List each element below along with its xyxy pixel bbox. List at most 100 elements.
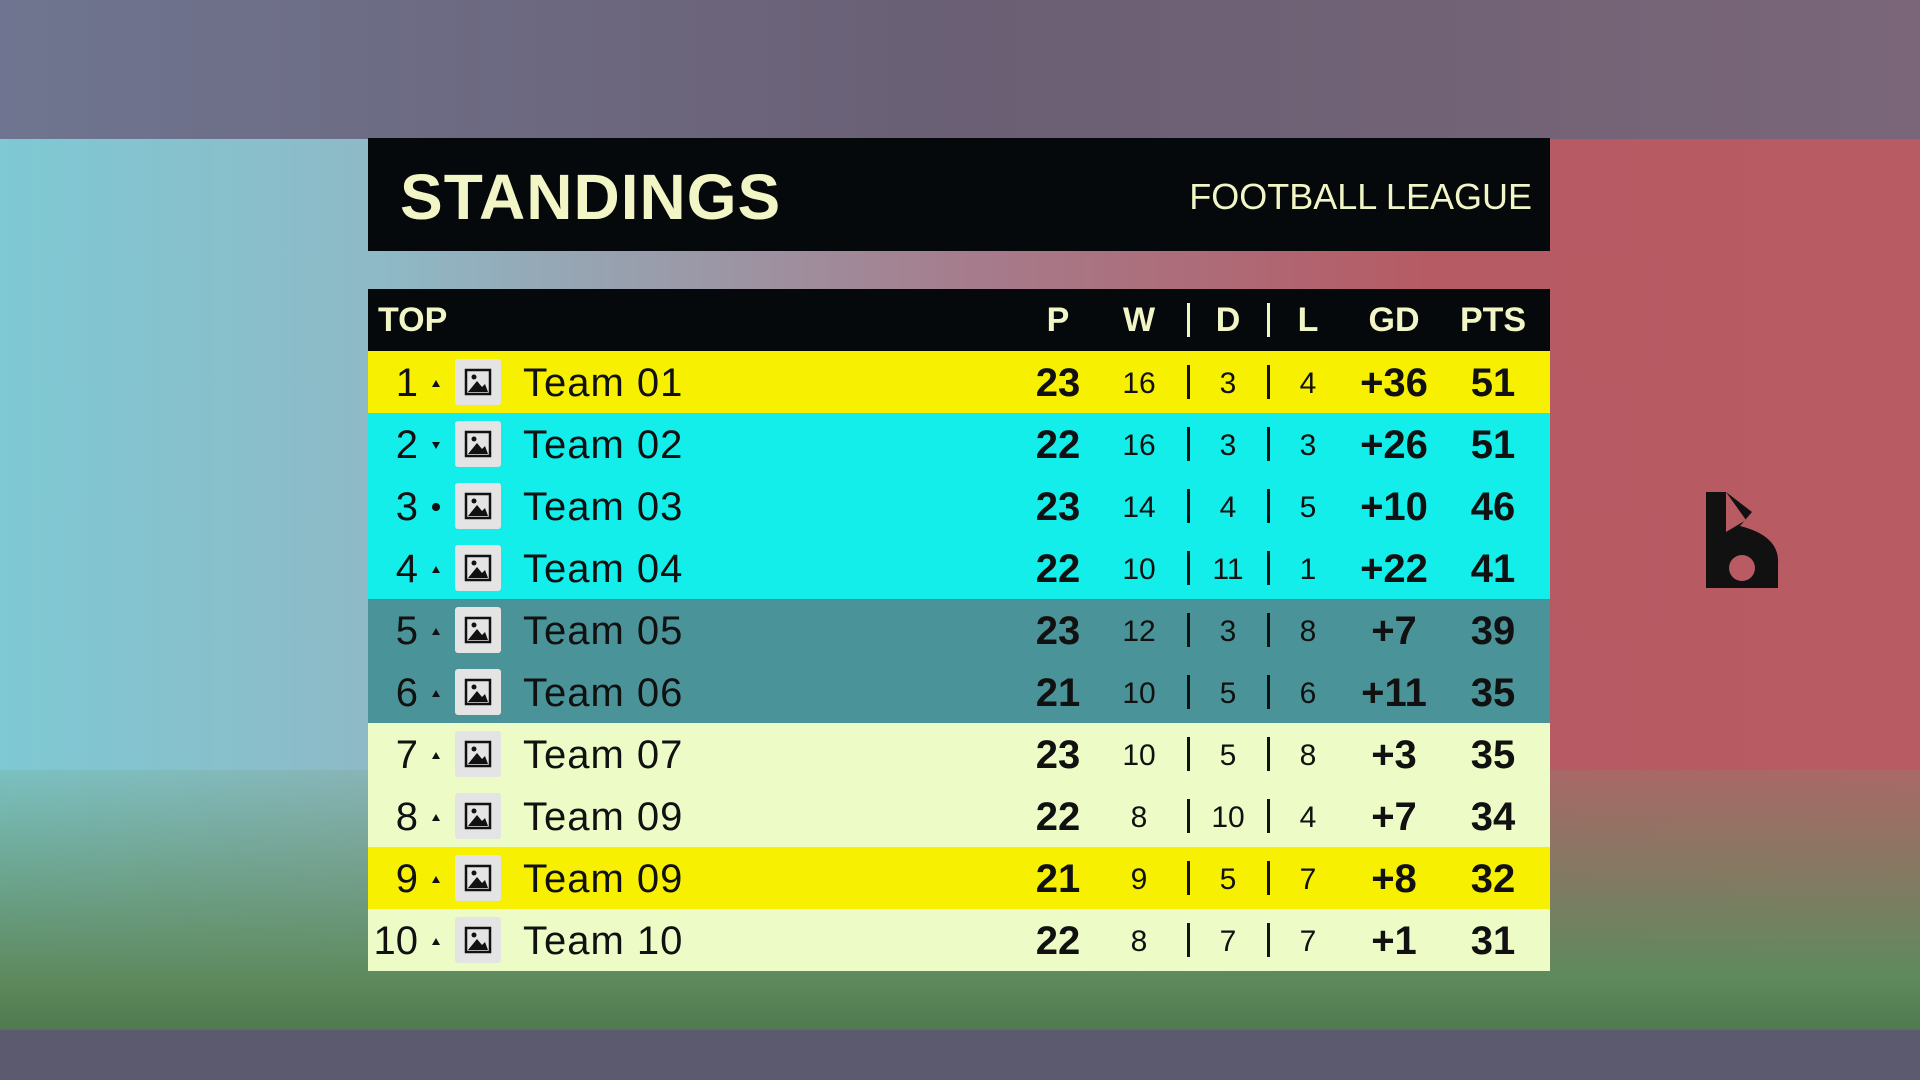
wins: 8 [1130, 801, 1148, 834]
points: 31 [1470, 919, 1516, 963]
trend-icon [432, 503, 440, 511]
team-name: Team 05 [523, 609, 684, 653]
rank: 9 [395, 857, 418, 901]
team-logo [455, 607, 501, 653]
goal-difference: +7 [1371, 609, 1417, 653]
wins: 9 [1130, 863, 1148, 896]
draws: 7 [1219, 925, 1237, 958]
points: 35 [1470, 733, 1516, 777]
wins: 10 [1122, 677, 1156, 710]
rank: 2 [395, 423, 418, 467]
played: 22 [1035, 547, 1081, 591]
losses: 6 [1299, 677, 1317, 710]
team-name: Team 09 [523, 795, 684, 839]
subtitle: FOOTBALL LEAGUE [1189, 176, 1532, 217]
draws: 5 [1219, 677, 1237, 710]
draws: 3 [1219, 367, 1237, 400]
team-name: Team 01 [523, 361, 684, 405]
separator [1267, 427, 1270, 461]
separator [1267, 489, 1270, 523]
goal-difference: +1 [1371, 919, 1417, 963]
team-logo [455, 669, 501, 715]
draws: 11 [1212, 553, 1244, 586]
losses: 8 [1299, 615, 1317, 648]
separator [1267, 551, 1270, 585]
column-label: D [1215, 301, 1241, 339]
played: 22 [1035, 423, 1081, 467]
wins: 12 [1122, 615, 1156, 648]
separator [1267, 675, 1270, 709]
trend-icon [432, 628, 440, 635]
trend-icon [432, 752, 440, 759]
separator [1187, 861, 1190, 895]
trend-icon [432, 876, 440, 883]
table-row: 3 Team 03 23 14 4 5 +10 46 [368, 475, 1550, 537]
goal-difference: +3 [1371, 733, 1417, 777]
separator [1267, 613, 1270, 647]
separator [1187, 551, 1190, 585]
table-row: 5 Team 05 23 12 3 8 +7 39 [368, 599, 1550, 661]
background-bottom [0, 1030, 1920, 1080]
played: 23 [1035, 609, 1081, 653]
table-row: 1 Team 01 23 16 3 4 +36 51 [368, 351, 1550, 413]
trend-icon [432, 938, 440, 945]
title: STANDINGS [400, 161, 782, 233]
losses: 4 [1299, 801, 1317, 834]
wins: 14 [1122, 491, 1156, 524]
draws: 4 [1219, 491, 1237, 524]
points: 51 [1470, 423, 1516, 467]
rank: 5 [395, 609, 418, 653]
goal-difference: +26 [1360, 423, 1428, 467]
separator [1267, 799, 1270, 833]
wins: 10 [1122, 739, 1156, 772]
team-logo [455, 483, 501, 529]
table-row: 8 Team 09 22 8 10 4 +7 34 [368, 785, 1550, 847]
separator [1187, 737, 1190, 771]
column-label: PTS [1459, 301, 1527, 339]
table-row: 2 Team 02 22 16 3 3 +26 51 [368, 413, 1550, 475]
column-label: TOP [378, 301, 448, 339]
team-logo [455, 359, 501, 405]
wins: 10 [1122, 553, 1156, 586]
team-logo [455, 731, 501, 777]
column-label: W [1122, 301, 1156, 339]
draws: 5 [1219, 863, 1237, 896]
goal-difference: +36 [1360, 361, 1428, 405]
played: 21 [1035, 857, 1081, 901]
team-name: Team 02 [523, 423, 684, 467]
trend-icon [432, 380, 440, 387]
trend-icon [432, 690, 440, 697]
team-logo [455, 793, 501, 839]
separator [1187, 799, 1190, 833]
column-label: L [1297, 301, 1319, 339]
points: 35 [1470, 671, 1516, 715]
played: 23 [1035, 361, 1081, 405]
rank: 10 [373, 919, 419, 963]
losses: 8 [1299, 739, 1317, 772]
wins: 8 [1130, 925, 1148, 958]
played: 22 [1035, 795, 1081, 839]
separator [1187, 923, 1190, 957]
team-name: Team 04 [523, 547, 684, 591]
team-name: Team 07 [523, 733, 684, 777]
losses: 7 [1299, 863, 1317, 896]
trend-icon [432, 814, 440, 821]
wins: 16 [1122, 429, 1156, 462]
logo [1706, 492, 1779, 588]
trend-icon [432, 566, 440, 573]
separator [1187, 613, 1190, 647]
rank: 4 [395, 547, 418, 591]
separator [1187, 489, 1190, 523]
goal-difference: +7 [1371, 795, 1417, 839]
background-top [0, 0, 1920, 139]
trend-icon [432, 442, 440, 449]
separator [1187, 303, 1190, 337]
played: 22 [1035, 919, 1081, 963]
played: 21 [1035, 671, 1081, 715]
points: 46 [1470, 485, 1516, 529]
separator [1267, 861, 1270, 895]
separator [1267, 737, 1270, 771]
draws: 3 [1219, 615, 1237, 648]
rank: 1 [395, 361, 418, 405]
